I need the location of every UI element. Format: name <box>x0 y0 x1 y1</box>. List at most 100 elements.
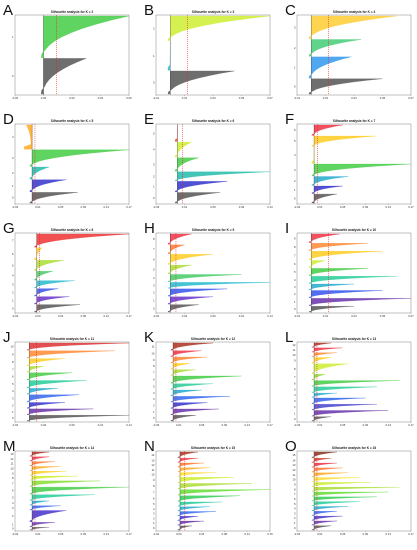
cluster-label: 10 <box>10 467 14 471</box>
panel-letter: G <box>3 220 15 237</box>
x-tick-label: 0.13 <box>385 205 391 209</box>
cluster-3-silhouette <box>308 283 355 290</box>
cluster-label: 5 <box>153 267 155 271</box>
cluster-label: 2 <box>153 291 155 295</box>
cluster-label: 9 <box>294 482 296 486</box>
cluster-3-silhouette <box>174 157 199 172</box>
cluster-10-silhouette <box>311 352 337 358</box>
cluster-0-silhouette <box>308 78 383 95</box>
cluster-label: 2 <box>153 174 155 178</box>
panel-i: Silhouette analysis for K = 10 0 1 2 3 4 5 6 7 8 9… <box>285 221 415 323</box>
x-tick-label: 0.02 <box>182 314 188 318</box>
x-tick-label: 0.12 <box>103 314 109 318</box>
cluster-5-silhouette <box>308 268 369 276</box>
cluster-0-silhouette <box>170 415 196 422</box>
plot-title: Silhouette analysis for K = 10 <box>332 228 377 232</box>
cluster-label: 3 <box>12 396 14 400</box>
cluster-6-silhouette <box>311 124 343 136</box>
plot-frame <box>14 123 130 205</box>
x-tick-label: 0.01 <box>317 205 323 209</box>
cluster-label: 9 <box>12 352 14 356</box>
cluster-3-silhouette <box>29 149 130 167</box>
cluster-label: 4 <box>294 278 296 282</box>
cluster-7-silhouette <box>29 480 101 487</box>
cluster-label: 10 <box>151 352 155 356</box>
cluster-8-silhouette <box>311 487 400 492</box>
cluster-4-silhouette <box>167 274 242 282</box>
silhouette-plot: Silhouette analysis for K = 160123456789… <box>292 446 414 536</box>
cluster-label: 7 <box>294 254 296 258</box>
plot-title: Silhouette analysis for K = 5 <box>51 119 94 123</box>
cluster-label: 3 <box>153 512 155 516</box>
cluster-label: 3 <box>294 285 296 289</box>
panel-letter: H <box>144 220 155 237</box>
cluster-label: 8 <box>12 476 14 480</box>
plot-title: Silhouette analysis for K = 11 <box>50 337 94 341</box>
x-tick-label: 0.04 <box>199 532 205 536</box>
cluster-6-silhouette <box>170 375 242 384</box>
x-tick-label: 0.08 <box>81 314 87 318</box>
cluster-label: 7 <box>294 492 296 496</box>
x-tick-label: -0.01 <box>294 96 301 100</box>
cluster-label: 9 <box>294 236 296 240</box>
cluster-label: 6 <box>12 489 14 493</box>
x-tick-label: 0.17 <box>267 423 273 427</box>
cluster-label: 5 <box>153 131 155 135</box>
x-tick-label: 0.05 <box>58 532 64 536</box>
cluster-label: 9 <box>12 471 14 475</box>
x-tick-label: 0.01 <box>35 532 41 536</box>
cluster-1-silhouette <box>311 520 337 526</box>
cluster-label: 6 <box>294 497 296 501</box>
cluster-label: 11 <box>293 473 296 477</box>
cluster-label: 1 <box>12 184 14 188</box>
x-tick-label: -0.02 <box>153 314 160 318</box>
cluster-3-silhouette <box>26 394 80 403</box>
panel-j: Silhouette analysis for K = 11 0 1 2 3 4 5 6 7 8 9… <box>3 330 133 432</box>
cluster-6-silhouette <box>311 496 377 502</box>
x-tick-label: 0.10 <box>239 314 245 318</box>
cluster-label: 0 <box>153 306 155 310</box>
cluster-label: 3 <box>153 283 155 287</box>
cluster-2-silhouette <box>311 516 343 521</box>
x-tick-label: 0.05 <box>380 96 386 100</box>
cluster-label: 5 <box>294 502 296 506</box>
x-tick-label: 0.07 <box>408 96 414 100</box>
x-tick-label: 0.01 <box>323 96 329 100</box>
cluster-2-silhouette <box>29 510 67 522</box>
panel-letter: K <box>144 329 155 346</box>
cluster-label: 2 <box>153 516 155 520</box>
cluster-9-silhouette <box>311 482 372 487</box>
cluster-label: 0 <box>294 417 296 421</box>
cluster-6-silhouette <box>311 380 400 387</box>
cluster-0-silhouette <box>311 193 337 204</box>
silhouette-plot: Silhouette analysis for K = 2 0 1 -0.02 0.00… <box>12 10 132 100</box>
cluster-3-silhouette <box>311 163 412 177</box>
cluster-0-silhouette <box>308 306 355 313</box>
x-tick-label: 0.17 <box>126 532 132 536</box>
x-tick-label: 0.09 <box>81 205 87 209</box>
cluster-2-silhouette <box>29 166 50 180</box>
cluster-label: 0 <box>153 416 155 420</box>
x-tick-label: -0.03 <box>294 423 301 427</box>
cluster-1-silhouette <box>308 56 352 79</box>
cluster-label: 14 <box>292 458 296 462</box>
cluster-3-silhouette <box>29 505 61 511</box>
cluster-9-silhouette <box>170 356 208 363</box>
cluster-14-silhouette <box>311 458 332 463</box>
cluster-label: 11 <box>152 345 155 349</box>
x-tick-label: 0.04 <box>58 314 64 318</box>
cluster-6-silhouette <box>177 495 241 502</box>
cluster-label: 0 <box>294 84 296 88</box>
x-tick-label: 0.09 <box>363 532 369 536</box>
plot-title: Silhouette analysis for K = 2 <box>51 10 94 14</box>
x-tick-label: 0.08 <box>222 532 228 536</box>
cluster-label: 4 <box>153 507 155 511</box>
x-tick-label: 0.03 <box>351 314 357 318</box>
plot-title: Silhouette analysis for K = 14 <box>50 446 95 450</box>
x-tick-label: 0.04 <box>98 96 104 100</box>
x-tick-label: -0.01 <box>294 314 301 318</box>
x-tick-label: 0.05 <box>340 205 346 209</box>
panel-d: Silhouette analysis for K = 5 0 1 2 3 4 -0.03 0… <box>3 112 133 214</box>
cluster-label: 5 <box>153 502 155 506</box>
